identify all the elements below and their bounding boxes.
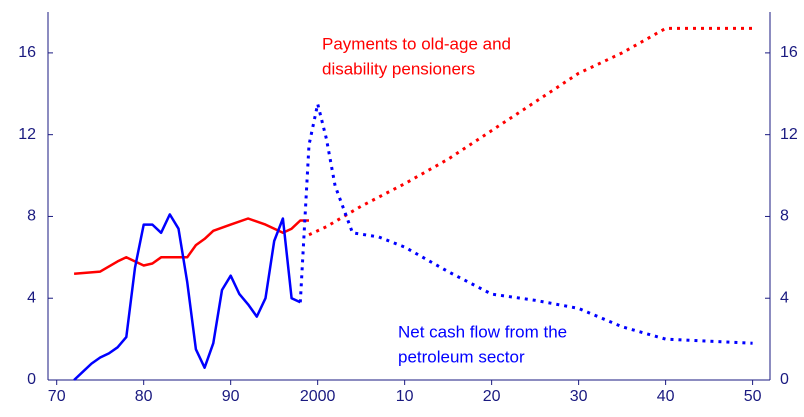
x-tick-label: 40 xyxy=(657,388,675,405)
x-tick-label: 80 xyxy=(135,388,153,405)
x-tick-label: 2000 xyxy=(300,388,336,405)
x-tick-label: 50 xyxy=(744,388,762,405)
y2-tick-label: 12 xyxy=(780,126,798,143)
annotation: Net cash flow from the xyxy=(398,322,567,341)
annotation: Payments to old-age and xyxy=(322,34,511,53)
series-line xyxy=(298,102,753,345)
y2-tick-label: 0 xyxy=(780,371,789,388)
x-tick-label: 30 xyxy=(570,388,588,405)
y-tick-label: 8 xyxy=(27,208,36,225)
x-tick-label: 70 xyxy=(48,388,66,405)
series-line xyxy=(73,213,301,381)
x-tick-label: 90 xyxy=(222,388,240,405)
y-tick-label: 12 xyxy=(18,126,36,143)
y2-tick-label: 8 xyxy=(780,208,789,225)
annotation: petroleum sector xyxy=(398,347,525,366)
y-tick-label: 4 xyxy=(27,289,36,306)
y2-tick-label: 4 xyxy=(780,289,789,306)
y-tick-label: 16 xyxy=(18,44,36,61)
annotation: disability pensioners xyxy=(322,59,475,78)
x-tick-label: 10 xyxy=(396,388,414,405)
y-tick-label: 0 xyxy=(27,371,36,388)
x-tick-label: 20 xyxy=(483,388,501,405)
y2-tick-label: 16 xyxy=(780,44,798,61)
